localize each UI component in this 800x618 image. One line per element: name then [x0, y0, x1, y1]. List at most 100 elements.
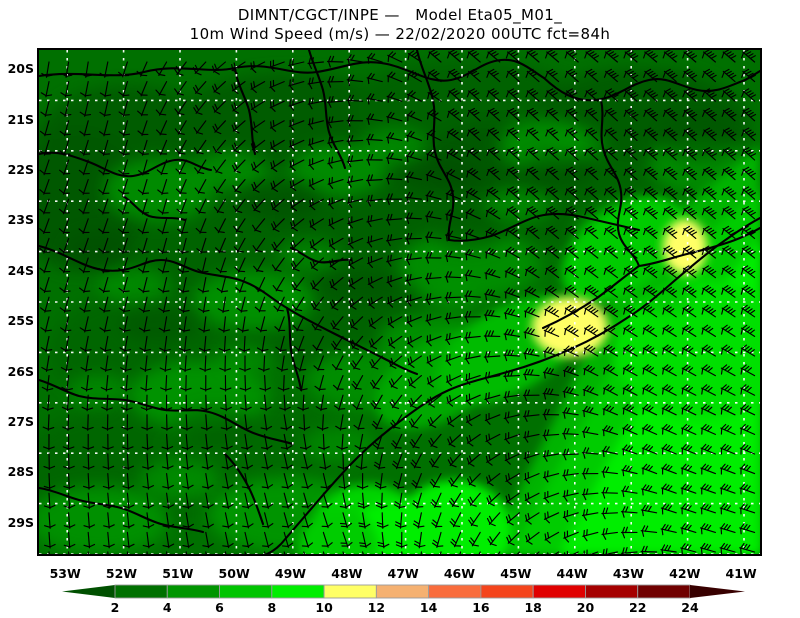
wind-barb	[450, 531, 462, 548]
wind-barb	[367, 276, 383, 289]
wind-barb	[330, 316, 344, 331]
coastline-main	[265, 216, 760, 554]
wind-barb	[82, 453, 95, 471]
x-tick-41W: 41W	[725, 566, 757, 581]
wind-barb	[564, 550, 579, 554]
wind-barb	[195, 218, 207, 234]
wind-barb	[564, 107, 579, 122]
wind-barb	[623, 285, 638, 298]
wind-barb	[486, 166, 501, 181]
wind-barb	[662, 344, 677, 357]
wind-barb	[408, 394, 422, 409]
wind-barb	[464, 331, 481, 344]
wind-barb	[681, 364, 697, 377]
wind-barb	[194, 179, 207, 194]
wind-barb	[603, 304, 618, 318]
wind-barb	[466, 147, 481, 161]
x-tick-51W: 51W	[162, 566, 194, 581]
wind-barb	[120, 355, 132, 372]
wind-barb	[242, 512, 254, 529]
wind-barb	[545, 50, 560, 63]
wind-barb	[662, 166, 678, 181]
wind-barb	[426, 149, 442, 161]
chart-title-line-1: DIMNT/CGCT/INPE — Model Eta05_M01_	[237, 6, 563, 24]
wind-barb	[425, 190, 442, 202]
wind-barb	[719, 483, 736, 495]
wind-barb	[138, 159, 150, 176]
wind-barb	[662, 265, 678, 279]
wind-barb	[102, 453, 115, 471]
wind-barb	[525, 186, 540, 200]
wind-barb	[296, 375, 308, 392]
wind-barb	[276, 355, 289, 372]
wind-barb	[118, 100, 130, 117]
wind-barb	[346, 94, 364, 107]
border-rs-interior	[39, 486, 205, 534]
wind-barb	[643, 147, 659, 161]
wind-barb	[563, 365, 579, 377]
chart-title-line-2: 10m Wind Speed (m/s) — 22/02/2020 00UTC …	[189, 25, 611, 43]
wind-barb	[220, 394, 232, 412]
wind-barb	[158, 316, 171, 333]
wind-barb	[525, 245, 540, 259]
x-tick-45W: 45W	[500, 566, 532, 581]
wind-barb	[83, 473, 95, 490]
wind-barb	[486, 88, 501, 102]
wind-barb	[118, 179, 130, 195]
wind-barb	[544, 265, 560, 279]
wind-barb	[122, 453, 134, 471]
wind-barb	[582, 405, 599, 418]
wind-barb	[117, 198, 130, 215]
wind-barb	[739, 483, 756, 495]
wind-barb	[262, 531, 274, 548]
wind-barb	[504, 452, 520, 465]
wind-barb	[307, 77, 324, 90]
wind-barb	[622, 404, 638, 416]
wind-barb	[369, 355, 383, 370]
wind-barb	[682, 225, 697, 239]
wind-barb	[523, 347, 540, 360]
wind-barb	[525, 512, 540, 525]
border-sp-minas	[447, 212, 641, 242]
wind-barb	[741, 107, 757, 122]
wind-barb	[174, 120, 187, 135]
wind-barb	[524, 492, 540, 505]
wind-barb	[347, 216, 364, 229]
wind-barb	[740, 404, 756, 416]
wind-barb	[621, 547, 638, 554]
y-tick-29S: 29S	[7, 514, 34, 530]
wind-barb	[99, 335, 112, 353]
wind-barb	[274, 316, 286, 332]
wind-barb	[273, 296, 285, 312]
wind-barb	[662, 245, 678, 259]
wind-barb	[543, 346, 560, 358]
wind-barb	[81, 414, 94, 431]
wind-barb	[220, 414, 233, 431]
wind-barb	[366, 93, 383, 105]
colorbar-segment-9	[532, 584, 586, 599]
wind-barb	[103, 531, 115, 549]
wind-barb	[483, 330, 501, 342]
wind-barb	[661, 443, 677, 455]
wind-barb	[138, 316, 151, 333]
wind-barb	[156, 139, 168, 156]
wind-barb	[406, 110, 422, 122]
wind-barb	[516, 551, 520, 554]
wind-barb	[366, 113, 383, 125]
wind-barb	[142, 531, 155, 549]
wind-barb	[485, 433, 501, 446]
wind-barb	[158, 296, 170, 313]
wind-barb	[466, 88, 481, 102]
wind-barb	[701, 265, 717, 279]
wind-barb	[503, 390, 520, 403]
wind-barb	[39, 277, 51, 293]
colorbar-tick-8: 8	[267, 600, 277, 615]
wind-barb	[122, 492, 135, 510]
wind-barb	[142, 473, 154, 490]
wind-barb	[643, 68, 658, 83]
wind-barb	[192, 61, 207, 76]
wind-barb	[720, 364, 736, 377]
wind-barb	[702, 127, 717, 141]
colorbar-segment-8	[480, 584, 534, 599]
